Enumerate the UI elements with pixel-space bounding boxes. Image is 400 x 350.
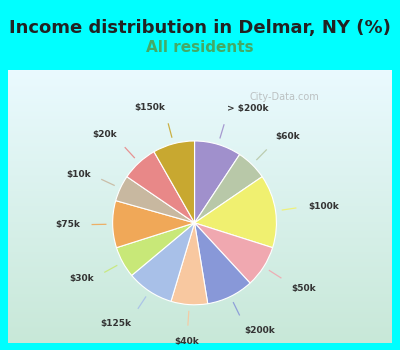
Text: All residents: All residents [146, 40, 254, 55]
Text: $40k: $40k [175, 337, 200, 346]
Wedge shape [171, 223, 208, 305]
Wedge shape [194, 141, 240, 223]
Wedge shape [194, 177, 276, 248]
Wedge shape [194, 154, 262, 223]
Wedge shape [154, 141, 194, 223]
Text: Income distribution in Delmar, NY (%): Income distribution in Delmar, NY (%) [9, 19, 391, 37]
Wedge shape [113, 201, 194, 248]
Text: $125k: $125k [100, 318, 132, 328]
Wedge shape [116, 223, 194, 275]
Wedge shape [194, 223, 250, 304]
Text: $20k: $20k [92, 130, 117, 139]
Text: $10k: $10k [66, 170, 91, 179]
Wedge shape [132, 223, 194, 301]
Text: $100k: $100k [308, 202, 339, 211]
Text: $75k: $75k [55, 220, 80, 229]
Wedge shape [127, 152, 194, 223]
Wedge shape [194, 223, 272, 283]
Text: > $200k: > $200k [228, 104, 269, 113]
Text: $30k: $30k [70, 274, 94, 282]
Text: $60k: $60k [275, 132, 300, 141]
Text: $200k: $200k [245, 326, 276, 335]
Text: City-Data.com: City-Data.com [250, 92, 319, 102]
Wedge shape [116, 177, 194, 223]
Text: $50k: $50k [291, 285, 316, 293]
Text: $150k: $150k [134, 103, 165, 112]
